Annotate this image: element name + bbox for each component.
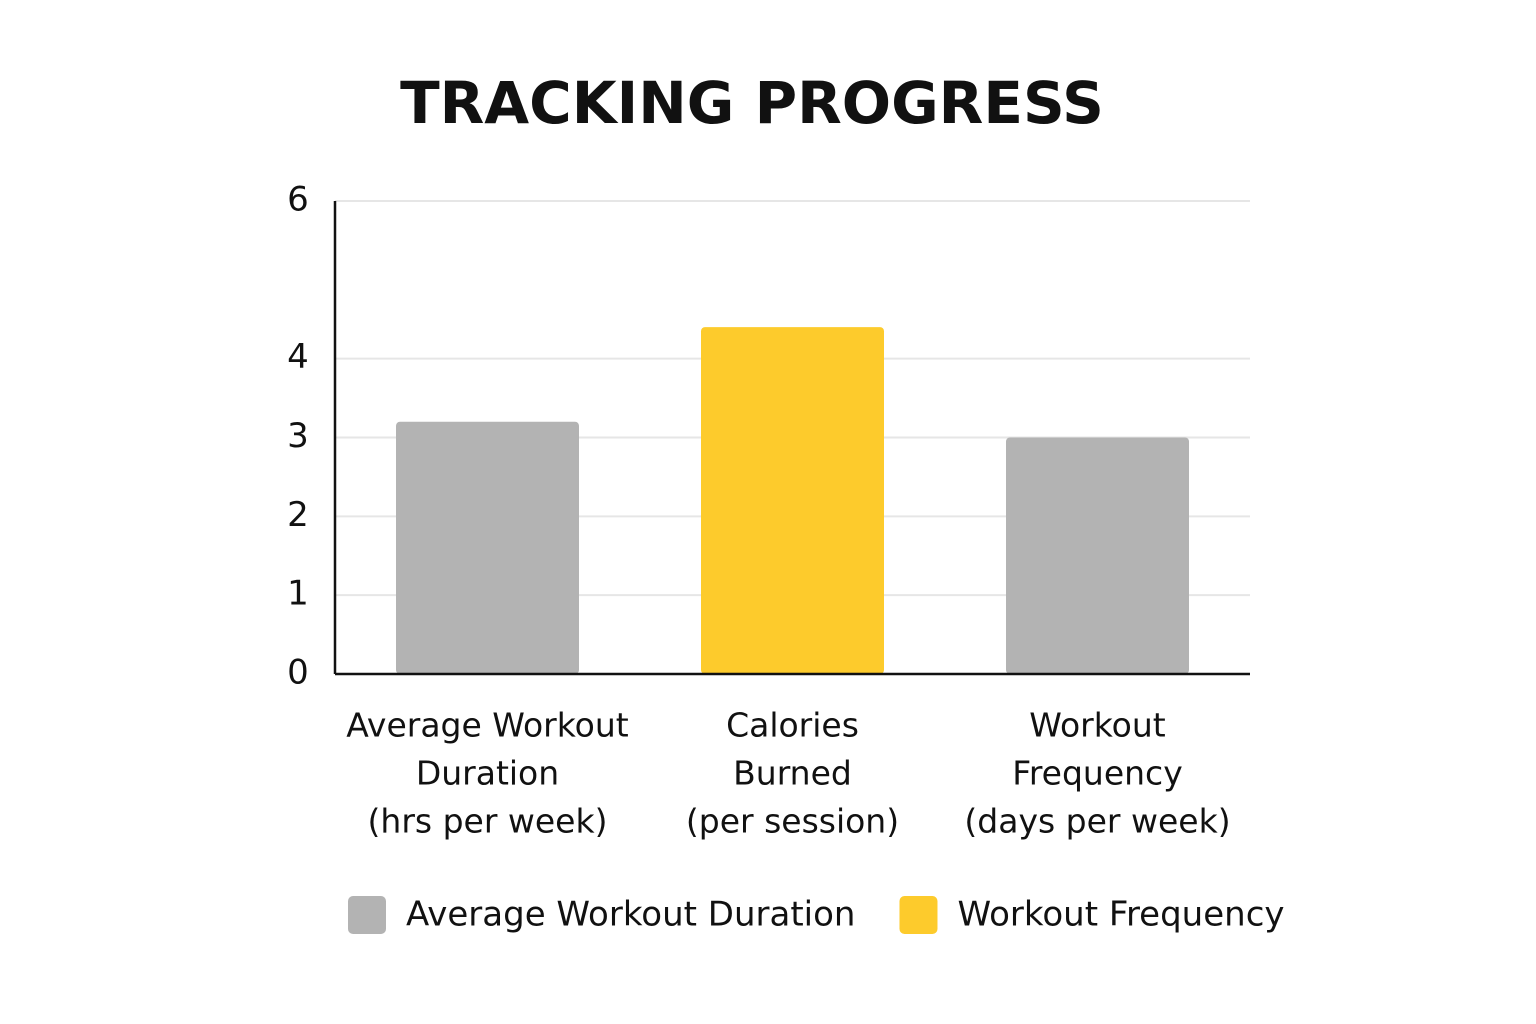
x-tick-label: Average Workout	[346, 706, 628, 745]
x-tick-label: Frequency	[1012, 754, 1182, 793]
y-tick-label: 4	[287, 337, 309, 377]
y-tick-label: 2	[287, 495, 309, 535]
x-tick-label: (per session)	[686, 802, 899, 841]
x-tick-label: Burned	[733, 754, 852, 793]
bar	[1006, 437, 1189, 674]
x-tick-label: Workout	[1029, 706, 1165, 745]
y-tick-label: 1	[287, 574, 309, 614]
bar	[396, 421, 579, 674]
bar	[701, 327, 884, 674]
x-tick-label: (hrs per week)	[368, 802, 608, 841]
y-tick-label: 6	[287, 180, 309, 220]
x-tick-label: (days per week)	[964, 802, 1230, 841]
x-tick-label: Calories	[726, 706, 859, 745]
x-tick-label: Duration	[416, 754, 559, 793]
legend-label: Workout Frequency	[957, 895, 1284, 935]
legend-swatch	[899, 896, 938, 934]
legend-swatch	[348, 896, 386, 934]
y-tick-label: 3	[287, 416, 309, 456]
y-tick-label: 0	[287, 653, 309, 693]
chart-title: TRACKING PROGRESS	[400, 69, 1104, 137]
legend-label: Average Workout Duration	[406, 895, 855, 935]
